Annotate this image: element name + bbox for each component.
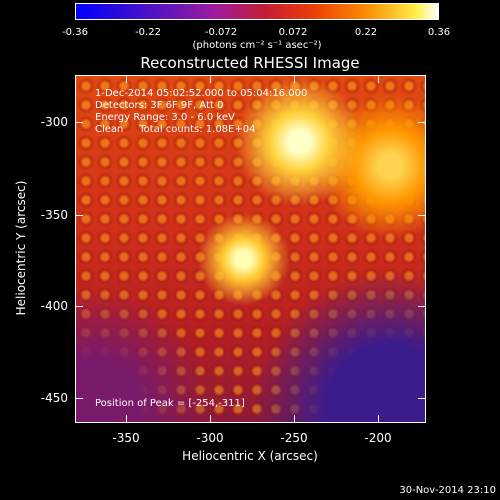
x-tick-label: -200 <box>364 431 392 445</box>
y-tick <box>75 215 83 216</box>
colorbar-tick-label: 0.36 <box>427 27 451 38</box>
y-axis-title: Heliocentric Y (arcsec) <box>14 180 28 316</box>
x-tick <box>294 415 295 423</box>
colorbar-tick-label: -0.22 <box>135 27 161 38</box>
colorbar <box>75 3 439 20</box>
x-tick <box>210 75 211 83</box>
info-time-range: 1-Dec-2014 05:02:52.000 to 05:04:16.000 <box>95 88 308 99</box>
x-tick <box>294 75 295 83</box>
colorbar-tick-label: -0.36 <box>62 27 88 38</box>
y-tick <box>418 306 426 307</box>
y-tick <box>75 398 83 399</box>
x-tick <box>210 415 211 423</box>
info-energy-range: Energy Range: 3.0 - 6.0 keV <box>95 112 235 123</box>
y-tick-label: -300 <box>40 115 68 129</box>
x-tick <box>126 415 127 423</box>
y-tick <box>75 122 83 123</box>
x-tick-label: -300 <box>196 431 224 445</box>
rhessi-image <box>75 75 426 423</box>
x-tick-label: -250 <box>280 431 308 445</box>
y-tick-label: -400 <box>40 299 68 313</box>
colorbar-tick-label: 0.22 <box>354 27 378 38</box>
y-tick <box>418 398 426 399</box>
generation-timestamp: 30-Nov-2014 23:10 <box>399 485 496 496</box>
y-tick-label: -350 <box>40 208 68 222</box>
y-tick <box>75 306 83 307</box>
x-tick-label: -350 <box>112 431 140 445</box>
y-tick <box>418 215 426 216</box>
x-tick <box>378 75 379 83</box>
info-detectors: Detectors: 3F 6F 9F, Att 0 <box>95 100 224 111</box>
x-axis-title: Heliocentric X (arcsec) <box>182 449 318 463</box>
info-clean-counts: Clean Total counts: 1.08E+04 <box>95 124 256 135</box>
info-peak-position: Position of Peak = [-254,-311] <box>95 398 245 409</box>
image-title: Reconstructed RHESSI Image <box>140 54 360 72</box>
y-tick <box>418 122 426 123</box>
x-tick <box>126 75 127 83</box>
y-tick-label: -450 <box>40 391 68 405</box>
colorbar-units: (photons cm⁻² s⁻¹ asec⁻²) <box>192 40 322 51</box>
colorbar-tick-label: -0.072 <box>204 27 238 38</box>
colorbar-tick-label: 0.072 <box>278 27 308 38</box>
x-tick <box>378 415 379 423</box>
